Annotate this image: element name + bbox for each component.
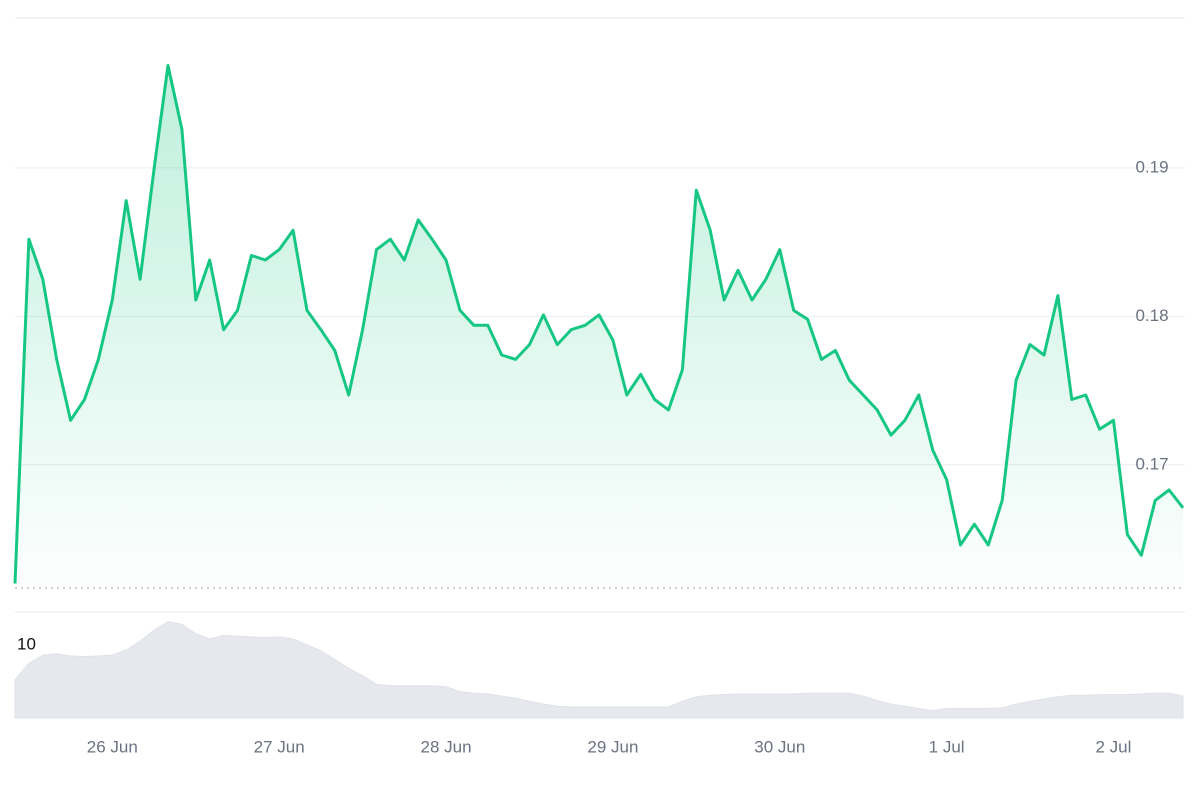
y-tick-label: 0.19: [1135, 157, 1168, 176]
x-tick-label: 1 Jul: [929, 737, 965, 756]
x-tick-label: 30 Jun: [754, 737, 805, 756]
y-tick-label: 0.18: [1135, 306, 1168, 325]
x-tick-label: 29 Jun: [587, 737, 638, 756]
x-tick-label: 2 Jul: [1096, 737, 1132, 756]
y-tick-label: 0.17: [1135, 454, 1168, 473]
x-tick-label: 26 Jun: [87, 737, 138, 756]
y2-tick-label: 10: [17, 634, 36, 653]
volume-area: [14, 620, 1184, 719]
x-tick-label: 28 Jun: [421, 737, 472, 756]
price-area: [15, 65, 1183, 588]
price-line: [13, 64, 1185, 584]
x-tick-label: 27 Jun: [254, 737, 305, 756]
